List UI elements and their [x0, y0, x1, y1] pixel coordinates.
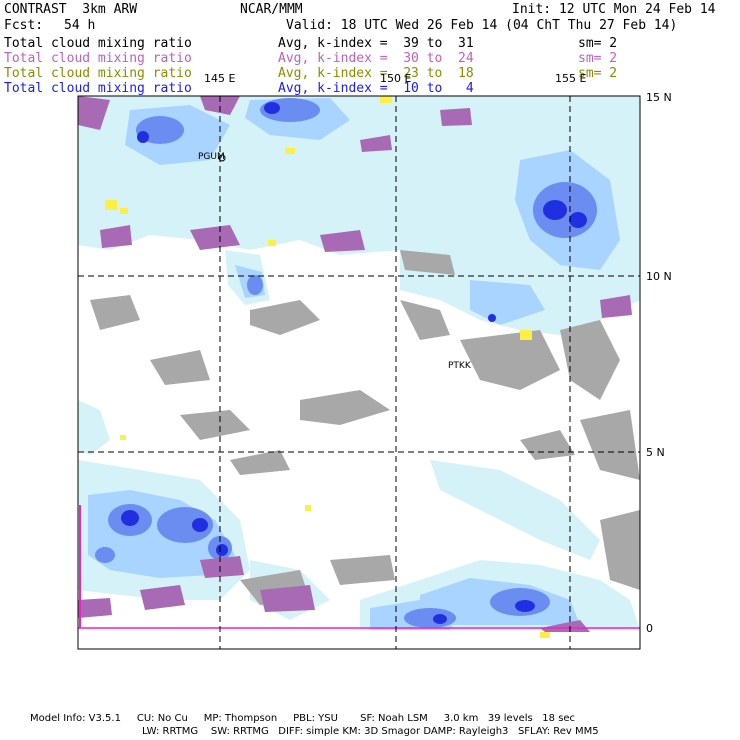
model-info-line-2: LW: RRTMG SW: RRTMG DIFF: simple KM: 3D … — [142, 726, 599, 737]
legend-smooth-1: sm= 2 — [578, 36, 618, 51]
lon-label-145: 145 E — [204, 72, 236, 85]
model-info-line-1: Model Info: V3.5.1 CU: No Cu MP: Thompso… — [30, 713, 576, 724]
lat-label-10n: 10 N — [646, 270, 672, 283]
organization: NCAR/MMM — [240, 2, 303, 17]
lon-label-150: 150 E — [380, 72, 412, 85]
legend-field-3: Total cloud mixing ratio — [4, 66, 192, 81]
map-border — [77, 95, 641, 650]
legend-smooth-3: sm= 2 — [578, 66, 618, 81]
purple-cloud-layer — [78, 96, 632, 632]
lat-label-5n: 5 N — [646, 446, 665, 459]
legend-field-2: Total cloud mixing ratio — [4, 51, 192, 66]
init-time: Init: 12 UTC Mon 24 Feb 14 — [512, 2, 716, 17]
legend-field-4: Total cloud mixing ratio — [4, 81, 192, 96]
grid-lines — [78, 96, 640, 649]
model-name: CONTRAST 3km ARW — [4, 2, 138, 17]
lat-label-15n: 15 N — [646, 91, 672, 104]
lat-label-0: 0 — [646, 622, 653, 635]
legend-smooth-2: sm= 2 — [578, 51, 618, 66]
valid-time: Valid: 18 UTC Wed 26 Feb 14 (04 ChT Thu … — [286, 18, 678, 33]
lon-label-155: 155 E — [555, 72, 587, 85]
core-cloud-layer — [121, 102, 587, 624]
station-pgum: PGUM — [198, 152, 225, 162]
legend-field-1: Total cloud mixing ratio — [4, 36, 192, 51]
station-marker-pgum — [218, 154, 226, 162]
forecast-label: Fcst: — [4, 18, 44, 33]
yellow-cloud-layer — [105, 96, 550, 638]
legend-stat-1: Avg, k-index = 39 to 31 — [278, 36, 474, 51]
legend-stat-2: Avg, k-index = 30 to 24 — [278, 51, 474, 66]
gray-cloud-layer — [90, 250, 640, 605]
legend-stat-3: Avg, k-index = 23 to 18 — [278, 66, 474, 81]
legend-stat-4: Avg, k-index = 10 to 4 — [278, 81, 474, 96]
forecast-hour: 54 h — [64, 18, 96, 33]
station-ptkk: PTKK — [448, 361, 471, 371]
